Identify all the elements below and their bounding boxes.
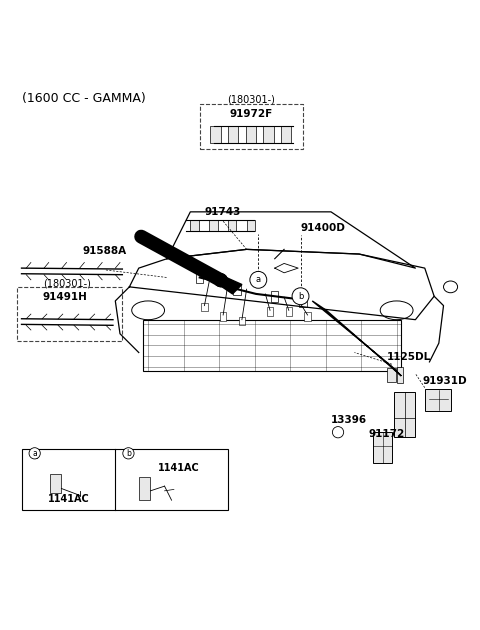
Bar xyxy=(246,125,256,144)
Text: 91400D: 91400D xyxy=(300,223,346,233)
Text: 1141AC: 1141AC xyxy=(157,464,199,474)
Text: (1600 CC - GAMMA): (1600 CC - GAMMA) xyxy=(22,92,145,105)
Text: b: b xyxy=(298,292,303,301)
Text: a: a xyxy=(33,452,38,461)
Circle shape xyxy=(123,448,134,459)
Bar xyxy=(286,307,292,316)
Text: 13396: 13396 xyxy=(331,415,367,425)
Text: b: b xyxy=(126,449,131,458)
Bar xyxy=(267,307,273,316)
Bar xyxy=(233,284,241,295)
Bar xyxy=(271,290,278,302)
Text: 91588A: 91588A xyxy=(83,246,127,256)
Circle shape xyxy=(292,288,309,305)
Bar xyxy=(304,312,311,321)
Bar xyxy=(220,312,227,321)
Bar xyxy=(373,432,392,462)
Text: 91172: 91172 xyxy=(369,429,405,439)
Bar xyxy=(201,303,208,311)
Bar xyxy=(394,392,415,437)
Bar xyxy=(191,220,199,231)
Bar xyxy=(425,389,451,411)
Bar xyxy=(239,317,245,325)
Bar xyxy=(228,220,236,231)
Bar xyxy=(144,319,401,371)
Bar xyxy=(49,474,61,493)
Bar xyxy=(281,125,291,144)
Ellipse shape xyxy=(444,281,457,293)
Text: 1125DL: 1125DL xyxy=(387,352,432,362)
Circle shape xyxy=(29,448,40,459)
Text: 1141AC: 1141AC xyxy=(48,494,89,504)
Bar xyxy=(139,477,150,500)
Bar xyxy=(209,220,217,231)
Circle shape xyxy=(250,272,267,289)
Bar xyxy=(396,367,403,383)
Polygon shape xyxy=(312,301,401,376)
Text: a: a xyxy=(256,275,261,284)
Bar xyxy=(228,125,239,144)
Bar xyxy=(247,220,255,231)
Text: 91931D: 91931D xyxy=(422,376,467,386)
Text: 91972F: 91972F xyxy=(229,109,273,118)
Bar xyxy=(196,272,204,283)
Text: a: a xyxy=(32,449,37,458)
Text: 91491H: 91491H xyxy=(43,292,87,302)
Text: (180301-): (180301-) xyxy=(43,278,91,289)
Bar xyxy=(211,125,221,144)
Polygon shape xyxy=(139,231,242,294)
Text: 91743: 91743 xyxy=(204,207,241,217)
Circle shape xyxy=(333,427,344,438)
Bar xyxy=(387,367,396,382)
Bar xyxy=(22,449,228,510)
Bar xyxy=(263,125,274,144)
Bar xyxy=(299,295,307,307)
Text: (180301-): (180301-) xyxy=(228,94,275,104)
